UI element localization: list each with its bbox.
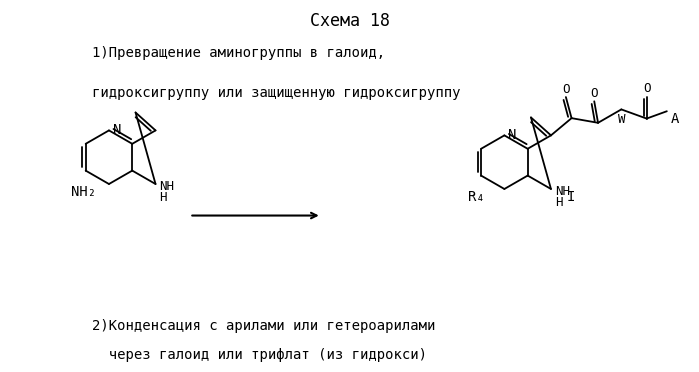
Text: I: I bbox=[567, 190, 575, 205]
Text: H: H bbox=[555, 196, 563, 209]
Text: гидроксигруппу или защищенную гидроксигруппу: гидроксигруппу или защищенную гидроксигр… bbox=[92, 86, 461, 100]
Text: R₄: R₄ bbox=[468, 190, 484, 205]
Text: 1)Превращение аминогруппы в галоид,: 1)Превращение аминогруппы в галоид, bbox=[92, 46, 385, 60]
Text: N: N bbox=[113, 124, 122, 137]
Text: NH: NH bbox=[159, 180, 175, 193]
Text: 2)Конденсация с арилами или гетероарилами: 2)Конденсация с арилами или гетероарилам… bbox=[92, 319, 435, 333]
Text: NH: NH bbox=[555, 186, 570, 198]
Text: через галоид или трифлат (из гидрокси): через галоид или трифлат (из гидрокси) bbox=[92, 349, 427, 362]
Text: O: O bbox=[643, 82, 650, 95]
Text: Схема 18: Схема 18 bbox=[310, 13, 389, 31]
Text: W: W bbox=[618, 113, 625, 126]
Text: N: N bbox=[508, 128, 517, 142]
Text: A: A bbox=[670, 112, 679, 126]
Text: O: O bbox=[591, 87, 598, 100]
Text: O: O bbox=[562, 83, 570, 96]
Text: NH₂: NH₂ bbox=[71, 186, 96, 199]
Text: H: H bbox=[159, 192, 167, 204]
